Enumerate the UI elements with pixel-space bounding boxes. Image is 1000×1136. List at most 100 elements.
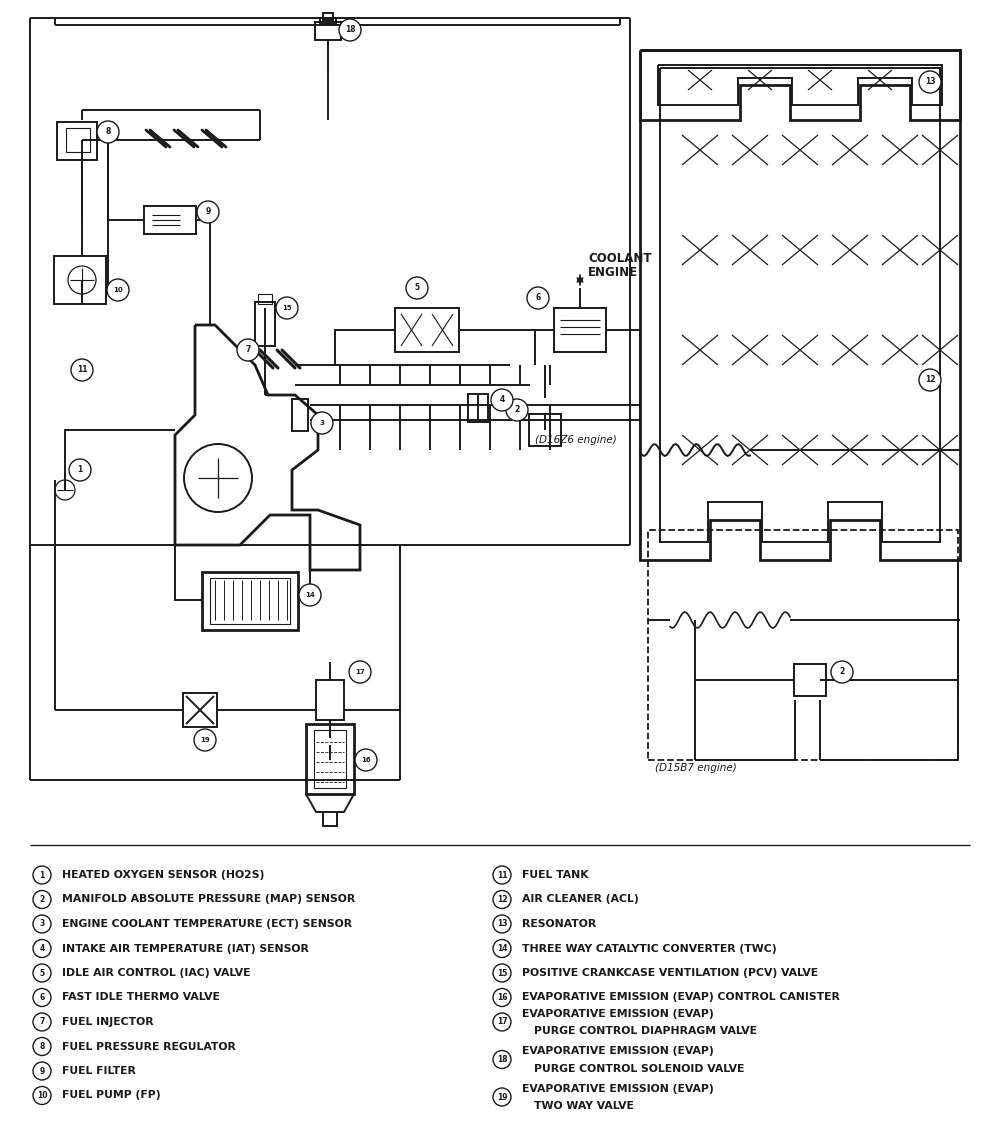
Circle shape (299, 584, 321, 605)
Text: INTAKE AIR TEMPERATURE (IAT) SENSOR: INTAKE AIR TEMPERATURE (IAT) SENSOR (62, 944, 309, 953)
Text: 6: 6 (39, 993, 45, 1002)
Circle shape (339, 19, 361, 41)
Circle shape (71, 359, 93, 381)
Text: 11: 11 (497, 870, 507, 879)
Text: 16: 16 (497, 993, 507, 1002)
Text: HEATED OXYGEN SENSOR (HO2S): HEATED OXYGEN SENSOR (HO2S) (62, 870, 264, 880)
Text: 9: 9 (205, 208, 211, 217)
Text: EVAPORATIVE EMISSION (EVAP): EVAPORATIVE EMISSION (EVAP) (522, 1009, 714, 1019)
Text: THREE WAY CATALYTIC CONVERTER (TWC): THREE WAY CATALYTIC CONVERTER (TWC) (522, 944, 777, 953)
Text: 2: 2 (514, 406, 520, 415)
Bar (66, 128, 90, 152)
Circle shape (276, 296, 298, 319)
Circle shape (527, 287, 549, 309)
Circle shape (493, 891, 511, 909)
Circle shape (493, 1013, 511, 1031)
Circle shape (831, 661, 853, 683)
Text: FUEL INJECTOR: FUEL INJECTOR (62, 1017, 154, 1027)
Text: FUEL PUMP (FP): FUEL PUMP (FP) (62, 1091, 161, 1101)
Text: 10: 10 (113, 287, 123, 293)
Bar (554, 308, 606, 352)
Text: RESONATOR: RESONATOR (522, 919, 596, 929)
Text: 2: 2 (839, 668, 845, 677)
Bar (54, 256, 106, 304)
Text: 5: 5 (39, 969, 45, 977)
Circle shape (919, 70, 941, 93)
Text: 16: 16 (361, 757, 371, 763)
Bar (468, 394, 488, 421)
Text: 13: 13 (497, 919, 507, 928)
Circle shape (237, 339, 259, 361)
Circle shape (194, 729, 216, 751)
Circle shape (349, 661, 371, 683)
Bar (210, 578, 290, 624)
Text: 18: 18 (497, 1055, 507, 1064)
Text: EVAPORATIVE EMISSION (EVAP): EVAPORATIVE EMISSION (EVAP) (522, 1084, 714, 1094)
Text: (D15B7 engine): (D15B7 engine) (655, 763, 737, 772)
Text: PURGE CONTROL DIAPHRAGM VALVE: PURGE CONTROL DIAPHRAGM VALVE (534, 1026, 757, 1036)
Text: 18: 18 (345, 25, 355, 34)
Bar (320, 18, 336, 24)
Text: FAST IDLE THERMO VALVE: FAST IDLE THERMO VALVE (62, 993, 220, 1002)
Bar (57, 122, 97, 160)
Circle shape (33, 1086, 51, 1104)
Text: 12: 12 (925, 376, 935, 384)
Bar (258, 294, 272, 304)
Bar (529, 414, 561, 446)
Text: 17: 17 (355, 669, 365, 675)
Text: (D16Z6 engine): (D16Z6 engine) (535, 435, 617, 445)
Bar (648, 531, 958, 760)
Text: 8: 8 (105, 127, 111, 136)
Text: 15: 15 (282, 304, 292, 311)
Text: 2: 2 (39, 895, 45, 904)
Circle shape (493, 1051, 511, 1069)
Bar (202, 573, 298, 630)
Bar (794, 665, 826, 696)
Circle shape (107, 279, 129, 301)
Circle shape (33, 1013, 51, 1031)
Text: 15: 15 (497, 969, 507, 977)
Bar (395, 308, 459, 352)
Circle shape (69, 459, 91, 481)
Text: 6: 6 (535, 293, 541, 302)
Circle shape (33, 914, 51, 933)
Bar (316, 680, 344, 720)
Text: 4: 4 (39, 944, 45, 953)
Text: ENGINE: ENGINE (588, 266, 638, 278)
Text: COOLANT: COOLANT (588, 251, 652, 265)
Text: 19: 19 (200, 737, 210, 743)
Circle shape (311, 412, 333, 434)
Text: 8: 8 (39, 1042, 45, 1051)
Text: TWO WAY VALVE: TWO WAY VALVE (534, 1101, 634, 1111)
Circle shape (33, 1037, 51, 1055)
Text: ENGINE COOLANT TEMPERATURE (ECT) SENSOR: ENGINE COOLANT TEMPERATURE (ECT) SENSOR (62, 919, 352, 929)
Text: 9: 9 (39, 1067, 45, 1076)
Text: 19: 19 (497, 1093, 507, 1102)
Circle shape (493, 866, 511, 884)
Text: AIR CLEANER (ACL): AIR CLEANER (ACL) (522, 894, 639, 904)
Text: FUEL TANK: FUEL TANK (522, 870, 589, 880)
Circle shape (355, 749, 377, 771)
Text: MANIFOLD ABSOLUTE PRESSURE (MAP) SENSOR: MANIFOLD ABSOLUTE PRESSURE (MAP) SENSOR (62, 894, 355, 904)
Circle shape (493, 988, 511, 1006)
Circle shape (493, 964, 511, 982)
Circle shape (33, 988, 51, 1006)
Text: FUEL FILTER: FUEL FILTER (62, 1066, 136, 1076)
Bar (315, 22, 341, 40)
Text: 10: 10 (37, 1091, 47, 1100)
Circle shape (33, 1062, 51, 1080)
Circle shape (493, 939, 511, 958)
Text: 3: 3 (320, 420, 324, 426)
Text: 12: 12 (497, 895, 507, 904)
Circle shape (493, 914, 511, 933)
Text: POSITIVE CRANKCASE VENTILATION (PCV) VALVE: POSITIVE CRANKCASE VENTILATION (PCV) VAL… (522, 968, 818, 978)
Circle shape (97, 122, 119, 143)
Circle shape (406, 277, 428, 299)
Text: 11: 11 (77, 366, 87, 375)
Bar (255, 302, 275, 346)
Text: FUEL PRESSURE REGULATOR: FUEL PRESSURE REGULATOR (62, 1042, 236, 1052)
Text: PURGE CONTROL SOLENOID VALVE: PURGE CONTROL SOLENOID VALVE (534, 1063, 744, 1074)
Text: 4: 4 (499, 395, 505, 404)
Bar (183, 693, 217, 727)
Circle shape (919, 369, 941, 391)
